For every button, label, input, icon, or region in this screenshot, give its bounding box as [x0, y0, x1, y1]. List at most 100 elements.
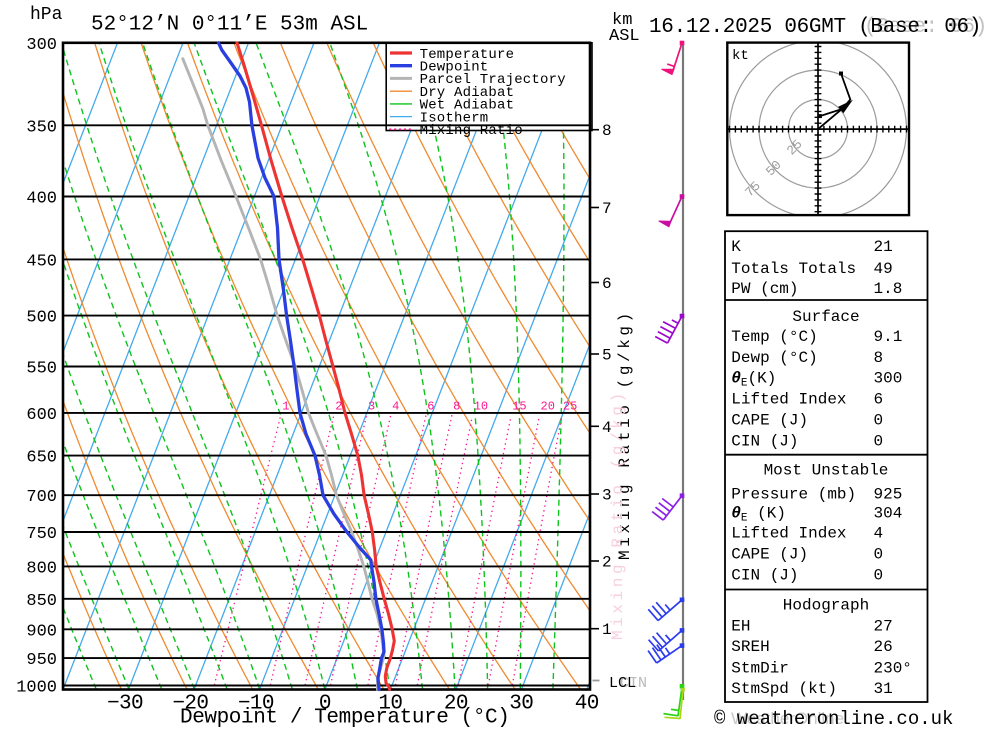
svg-text:850: 850	[26, 592, 57, 611]
svg-text:StmSpd (kt): StmSpd (kt)	[731, 680, 837, 698]
svg-text:10: 10	[474, 400, 488, 414]
svg-text:0: 0	[874, 412, 884, 430]
svg-text:500: 500	[26, 309, 57, 328]
svg-text:Dry Adiabat: Dry Adiabat	[420, 85, 515, 101]
svg-text:20: 20	[444, 693, 468, 716]
svg-text:CAPE (J): CAPE (J)	[731, 412, 808, 430]
svg-text:600: 600	[26, 406, 57, 425]
svg-text:1000: 1000	[16, 679, 57, 698]
svg-text:27: 27	[874, 617, 893, 635]
svg-text:CIN (J): CIN (J)	[731, 433, 798, 451]
svg-text:1: 1	[602, 621, 612, 639]
svg-text:21: 21	[874, 238, 893, 256]
svg-text:30: 30	[509, 693, 533, 716]
svg-text:2: 2	[602, 554, 612, 572]
svg-text:3: 3	[602, 487, 612, 505]
svg-text:Temp (°C): Temp (°C)	[731, 328, 817, 346]
svg-text:800: 800	[26, 559, 57, 578]
svg-text:WeatherOnline: WeatherOnline	[731, 709, 844, 728]
svg-text:350: 350	[26, 118, 57, 137]
svg-text:Temperature: Temperature	[420, 47, 515, 63]
svg-text:Dewp (°C): Dewp (°C)	[731, 349, 817, 367]
svg-text:hPa: hPa	[30, 5, 63, 25]
svg-text:kt: kt	[732, 48, 749, 64]
svg-text:9.1: 9.1	[874, 328, 903, 346]
svg-text:750: 750	[26, 525, 57, 544]
svg-text:4: 4	[392, 400, 399, 414]
svg-text:900: 900	[26, 622, 57, 641]
svg-text:15: 15	[512, 400, 526, 414]
svg-text:Lifted Index: Lifted Index	[731, 391, 846, 409]
svg-text:© weatheronline.co.uk: © weatheronline.co.uk	[714, 708, 953, 730]
svg-text:Lifted Index: Lifted Index	[731, 525, 846, 543]
svg-text:Mixing Ratio (g/kg): Mixing Ratio (g/kg)	[616, 309, 634, 560]
svg-text:3: 3	[368, 400, 375, 414]
svg-text:(Base: 06): (Base: 06)	[864, 16, 987, 39]
svg-text:K: K	[731, 238, 741, 256]
svg-text:−10: −10	[238, 693, 274, 716]
svg-text:230°: 230°	[874, 660, 912, 678]
svg-text:8: 8	[602, 122, 612, 140]
svg-text:1.8: 1.8	[874, 280, 903, 298]
svg-text:SREH: SREH	[731, 638, 769, 656]
svg-text:20: 20	[541, 400, 555, 414]
svg-text:4: 4	[874, 525, 884, 543]
svg-text:Pressure (mb): Pressure (mb)	[731, 486, 856, 504]
svg-text:Mixing Ratio: Mixing Ratio	[420, 123, 523, 139]
svg-text:40: 40	[575, 693, 599, 716]
svg-text:25: 25	[563, 400, 577, 414]
svg-text:925: 925	[874, 486, 903, 504]
svg-text:Isotherm: Isotherm	[420, 110, 489, 126]
svg-text:2: 2	[335, 400, 342, 414]
svg-text:Dewpoint: Dewpoint	[420, 60, 489, 76]
svg-text:StmDir: StmDir	[731, 660, 789, 678]
svg-text:10: 10	[378, 693, 402, 716]
svg-text:52°12’N 0°11’E 53m ASL: 52°12’N 0°11’E 53m ASL	[91, 13, 368, 36]
svg-text:Most Unstable: Most Unstable	[764, 462, 889, 480]
svg-text:−30: −30	[107, 693, 143, 716]
svg-text:49: 49	[874, 260, 893, 278]
svg-text:6: 6	[602, 275, 612, 293]
svg-text:300: 300	[874, 370, 903, 388]
svg-text:CIN (J): CIN (J)	[731, 566, 798, 584]
svg-text:0: 0	[319, 693, 331, 716]
svg-text:650: 650	[26, 449, 57, 468]
svg-text:8: 8	[874, 349, 884, 367]
svg-text:950: 950	[26, 651, 57, 670]
svg-text:Hodograph: Hodograph	[783, 597, 869, 615]
svg-text:Wet Adiabat: Wet Adiabat	[420, 98, 515, 114]
svg-text:0: 0	[874, 566, 884, 584]
svg-text:CAPE (J): CAPE (J)	[731, 546, 808, 564]
svg-text:8: 8	[453, 400, 460, 414]
svg-text:Totals Totals: Totals Totals	[731, 260, 856, 278]
svg-text:5: 5	[602, 347, 612, 365]
svg-text:6: 6	[874, 391, 884, 409]
svg-text:1: 1	[282, 400, 289, 414]
svg-text:−20: −20	[172, 693, 208, 716]
svg-text:304: 304	[874, 504, 903, 522]
svg-text:Parcel Trajectory: Parcel Trajectory	[420, 72, 566, 88]
svg-text:EH: EH	[731, 617, 750, 635]
svg-text:km: km	[612, 11, 632, 30]
svg-text:6: 6	[427, 400, 434, 414]
svg-text:CIN: CIN	[620, 675, 647, 692]
svg-text:Surface: Surface	[792, 308, 859, 326]
svg-text:Mixing Ratio (g/kg): Mixing Ratio (g/kg)	[609, 389, 627, 640]
svg-text:7: 7	[602, 200, 612, 218]
svg-text:26: 26	[874, 638, 893, 656]
svg-text:0: 0	[874, 546, 884, 564]
svg-text:400: 400	[26, 190, 57, 209]
svg-text:16.12.2025 06GMT (Base: 06): 16.12.2025 06GMT (Base: 06)	[649, 16, 981, 39]
svg-text:Dewpoint / Temperature (°C): Dewpoint / Temperature (°C)	[180, 707, 509, 730]
svg-text:LCL: LCL	[609, 675, 636, 692]
svg-text:θE (K): θE (K)	[731, 504, 786, 524]
svg-text:31: 31	[874, 680, 893, 698]
svg-text:700: 700	[26, 488, 57, 507]
svg-text:4: 4	[602, 419, 612, 437]
svg-text:0: 0	[874, 433, 884, 451]
svg-text:ASL: ASL	[609, 27, 640, 46]
svg-text:550: 550	[26, 360, 57, 379]
svg-text:PW (cm): PW (cm)	[731, 280, 798, 298]
svg-text:300: 300	[26, 36, 57, 55]
svg-text:θE(K): θE(K)	[731, 370, 776, 390]
